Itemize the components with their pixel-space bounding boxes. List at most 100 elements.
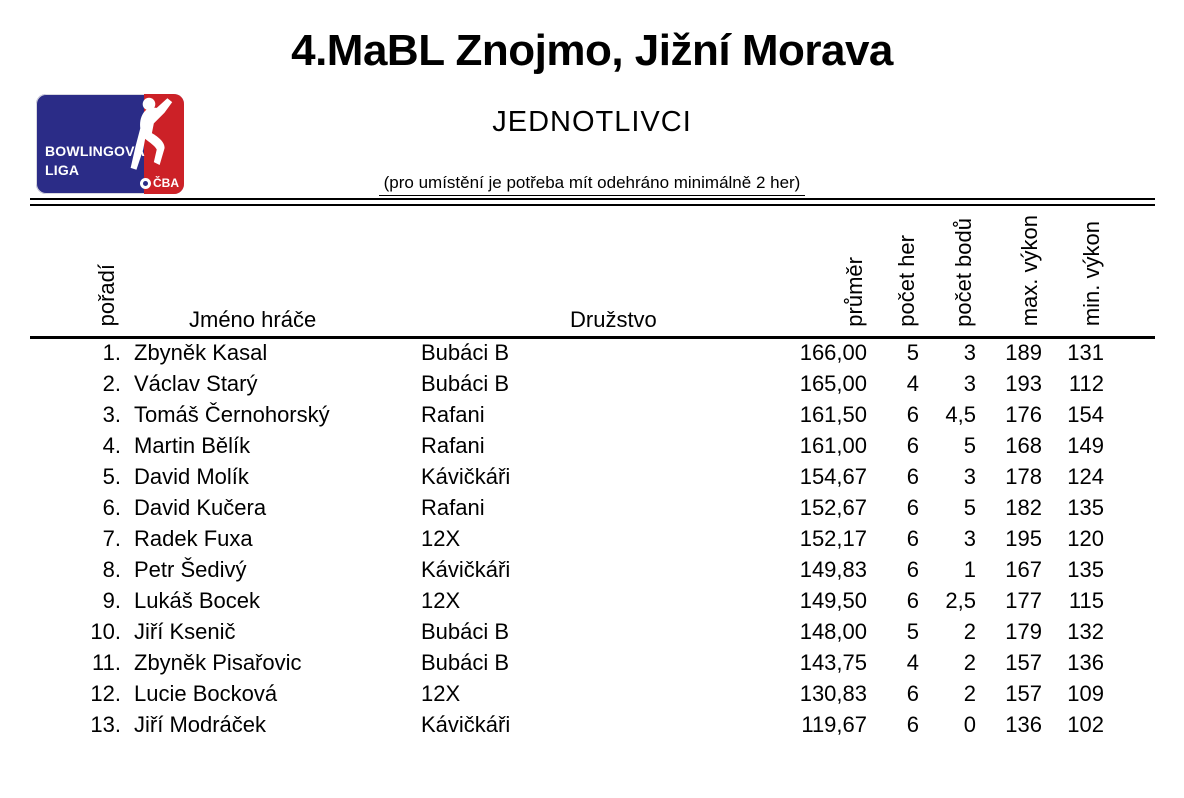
rank-cell: 11. bbox=[92, 649, 121, 675]
table-row: 4. Martin Bělík Rafani 161,00 6 5 168 149 bbox=[30, 430, 1155, 461]
league-logo: BOWLINGOVÁ LIGA ČBA bbox=[36, 94, 184, 194]
team-cell: Kávičkáři bbox=[421, 463, 511, 489]
points-count-cell: 3 bbox=[963, 463, 976, 489]
min-score-cell: 112 bbox=[1068, 370, 1104, 396]
logo-line2: LIGA bbox=[45, 162, 80, 178]
team-cell: 12X bbox=[421, 587, 461, 613]
row-spacer bbox=[1107, 554, 1155, 585]
points-count-cell: 4,5 bbox=[945, 401, 976, 427]
games-count-cell: 6 bbox=[906, 494, 919, 520]
player-name-cell: Lucie Bocková bbox=[134, 680, 278, 706]
min-score-cell: 135 bbox=[1067, 494, 1104, 520]
min-score-cell: 132 bbox=[1067, 618, 1104, 644]
average-cell: 161,00 bbox=[799, 432, 867, 458]
games-count-cell: 6 bbox=[906, 401, 919, 427]
table-row: 7. Radek Fuxa 12X 152,17 6 3 195 120 bbox=[30, 523, 1155, 554]
games-count-cell: 6 bbox=[906, 680, 919, 706]
max-score-cell: 179 bbox=[1005, 618, 1042, 644]
max-score-cell: 157 bbox=[1005, 649, 1042, 675]
column-header-min-vykon: min. výkon bbox=[1045, 206, 1107, 339]
row-spacer bbox=[1107, 368, 1155, 399]
average-cell: 148,00 bbox=[799, 618, 867, 644]
games-count-cell: 4 bbox=[906, 649, 919, 675]
max-score-cell: 182 bbox=[1005, 494, 1042, 520]
player-name-cell: Zbyněk Pisařovic bbox=[134, 649, 302, 675]
games-count-cell: 6 bbox=[906, 711, 919, 737]
column-header-poradi: pořadí bbox=[30, 206, 125, 339]
average-cell: 130,83 bbox=[799, 680, 867, 706]
row-spacer bbox=[1107, 399, 1155, 430]
rank-cell: 12. bbox=[90, 680, 121, 706]
min-score-cell: 120 bbox=[1067, 525, 1104, 551]
rank-cell: 9. bbox=[102, 587, 121, 613]
rank-cell: 10. bbox=[90, 618, 121, 644]
column-header-pocet-her: počet her bbox=[870, 206, 922, 339]
games-count-cell: 5 bbox=[906, 340, 919, 366]
games-count-cell: 6 bbox=[906, 556, 919, 582]
table-row: 12. Lucie Bocková 12X 130,83 6 2 157 109 bbox=[30, 678, 1155, 709]
average-cell: 165,00 bbox=[799, 370, 867, 396]
average-cell: 119,67 bbox=[801, 711, 867, 737]
table-row: 2. Václav Starý Bubáci B 165,00 4 3 193 112 bbox=[30, 368, 1155, 399]
min-score-cell: 124 bbox=[1067, 463, 1104, 489]
row-spacer bbox=[1107, 523, 1155, 554]
team-cell: Bubáci B bbox=[421, 340, 510, 366]
player-name-cell: Radek Fuxa bbox=[134, 525, 253, 551]
qualification-note: (pro umístění je potřeba mít odehráno mi… bbox=[378, 173, 806, 196]
rank-cell: 6. bbox=[102, 494, 121, 520]
max-score-cell: 167 bbox=[1005, 556, 1042, 582]
points-count-cell: 3 bbox=[963, 340, 976, 366]
player-name-cell: Jiří Ksenič bbox=[134, 618, 236, 644]
header-row: pořadí Jméno hráče Družstvo průměr počet… bbox=[30, 206, 1155, 339]
games-count-cell: 6 bbox=[906, 463, 919, 489]
games-count-cell: 5 bbox=[906, 618, 919, 644]
max-score-cell: 195 bbox=[1005, 525, 1042, 551]
max-score-cell: 177 bbox=[1005, 587, 1042, 613]
max-score-cell: 189 bbox=[1005, 340, 1042, 366]
player-name-cell: David Kučera bbox=[134, 494, 267, 520]
row-spacer bbox=[1107, 616, 1155, 647]
player-name-cell: Martin Bělík bbox=[134, 432, 251, 458]
max-score-cell: 157 bbox=[1005, 680, 1042, 706]
average-cell: 161,50 bbox=[799, 401, 867, 427]
max-score-cell: 178 bbox=[1005, 463, 1042, 489]
team-cell: 12X bbox=[421, 525, 461, 551]
points-count-cell: 2 bbox=[963, 649, 976, 675]
points-count-cell: 5 bbox=[963, 432, 976, 458]
min-score-cell: 136 bbox=[1067, 649, 1104, 675]
average-cell: 149,50 bbox=[799, 587, 867, 613]
games-count-cell: 6 bbox=[906, 525, 919, 551]
average-cell: 166,00 bbox=[799, 340, 867, 366]
player-name-cell: David Molík bbox=[134, 463, 249, 489]
points-count-cell: 2 bbox=[963, 618, 976, 644]
min-score-cell: 109 bbox=[1067, 680, 1104, 706]
team-cell: Bubáci B bbox=[421, 649, 510, 675]
max-score-cell: 193 bbox=[1005, 370, 1042, 396]
player-name-cell: Lukáš Bocek bbox=[134, 587, 260, 613]
row-spacer bbox=[1107, 709, 1155, 740]
table-row: 5. David Molík Kávičkáři 154,67 6 3 178 124 bbox=[30, 461, 1155, 492]
logo-line1: BOWLINGOVÁ bbox=[45, 143, 145, 159]
average-cell: 152,17 bbox=[799, 525, 867, 551]
team-cell: 12X bbox=[421, 680, 461, 706]
table-row: 8. Petr Šedivý Kávičkáři 149,83 6 1 167 135 bbox=[30, 554, 1155, 585]
rank-cell: 3. bbox=[102, 401, 121, 427]
games-count-cell: 4 bbox=[906, 370, 919, 396]
rank-cell: 8. bbox=[102, 556, 121, 582]
team-cell: Kávičkáři bbox=[421, 711, 511, 737]
average-cell: 143,75 bbox=[799, 649, 867, 675]
row-spacer bbox=[1107, 585, 1155, 616]
max-score-cell: 176 bbox=[1005, 401, 1042, 427]
table-row: 6. David Kučera Rafani 152,67 6 5 182 135 bbox=[30, 492, 1155, 523]
min-score-cell: 154 bbox=[1067, 401, 1104, 427]
player-name-cell: Tomáš Černohorský bbox=[134, 401, 330, 427]
column-header-druzstvo: Družstvo bbox=[420, 206, 775, 339]
min-score-cell: 149 bbox=[1067, 432, 1104, 458]
column-header-max-vykon: max. výkon bbox=[979, 206, 1045, 339]
points-count-cell: 1 bbox=[963, 556, 976, 582]
note-row: (pro umístění je potřeba mít odehráno mi… bbox=[0, 173, 1184, 196]
max-score-cell: 168 bbox=[1005, 432, 1042, 458]
logo-wordmark: BOWLINGOVÁ LIGA bbox=[45, 142, 145, 180]
results-body: 1. Zbyněk Kasal Bubáci B 166,00 5 3 189 131 2. Vá… bbox=[30, 337, 1155, 740]
section-subtitle: JEDNOTLIVCI bbox=[492, 106, 692, 138]
